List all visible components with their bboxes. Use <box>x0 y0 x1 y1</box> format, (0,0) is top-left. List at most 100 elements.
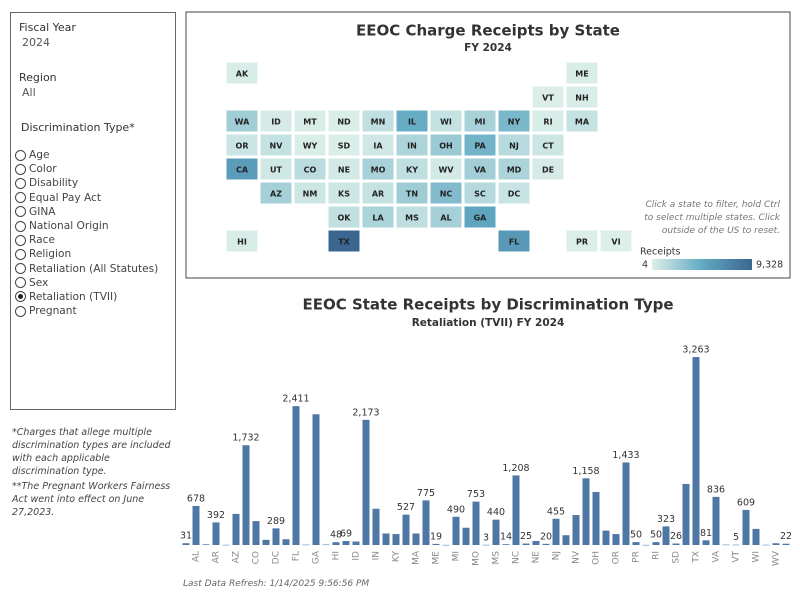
bar[interactable] <box>342 541 350 545</box>
map-state[interactable] <box>361 109 395 133</box>
map-state[interactable] <box>225 61 259 85</box>
map-state-label[interactable]: OH <box>439 142 453 151</box>
bar[interactable] <box>392 534 400 545</box>
map-state[interactable] <box>225 157 259 181</box>
map-state[interactable] <box>395 181 429 205</box>
map-state-label[interactable]: OR <box>236 142 249 151</box>
map-state-label[interactable]: WI <box>440 118 452 127</box>
bar[interactable] <box>682 483 690 545</box>
map-state[interactable] <box>293 157 327 181</box>
map-state-label[interactable]: NJ <box>509 142 519 151</box>
map-state-label[interactable]: PA <box>474 142 486 151</box>
map-state-label[interactable]: WV <box>438 166 454 175</box>
map-state[interactable] <box>565 109 599 133</box>
radio-option[interactable]: Equal Pay Act <box>15 191 167 205</box>
map-state[interactable] <box>327 157 361 181</box>
bar[interactable] <box>482 544 490 546</box>
map-state-label[interactable]: RI <box>543 118 552 127</box>
bar[interactable] <box>442 544 450 546</box>
map-state[interactable] <box>497 157 531 181</box>
radio-label[interactable]: Disability <box>29 177 79 190</box>
map-state[interactable] <box>565 61 599 85</box>
radio-option[interactable]: Sex <box>15 276 167 290</box>
bar[interactable] <box>182 543 190 545</box>
filter-value[interactable]: 2024 <box>22 36 50 49</box>
bar[interactable] <box>522 543 530 545</box>
map-state-label[interactable]: FL <box>509 238 520 247</box>
bar[interactable] <box>292 406 300 545</box>
radio-label[interactable]: Age <box>29 149 50 162</box>
map-state-label[interactable]: MS <box>405 214 419 223</box>
bar[interactable] <box>312 414 320 545</box>
map-state[interactable] <box>225 109 259 133</box>
bar[interactable] <box>282 539 290 545</box>
radio-label[interactable]: Sex <box>29 276 49 289</box>
bar[interactable] <box>272 528 280 545</box>
map-state-label[interactable]: GA <box>474 214 488 223</box>
radio-button[interactable] <box>15 220 26 232</box>
bar[interactable] <box>622 462 630 545</box>
map-state-label[interactable]: DE <box>542 166 554 175</box>
map-state-label[interactable]: MN <box>371 118 386 127</box>
map-state[interactable] <box>259 181 293 205</box>
map-state[interactable] <box>395 133 429 157</box>
bar[interactable] <box>592 492 600 545</box>
map-state-label[interactable]: NC <box>440 190 453 199</box>
bar[interactable] <box>212 522 220 545</box>
map-state-label[interactable]: ID <box>271 118 281 127</box>
bar[interactable] <box>462 527 470 545</box>
bar[interactable] <box>752 528 760 545</box>
bar[interactable] <box>542 543 550 545</box>
map-state-label[interactable]: MI <box>475 118 486 127</box>
map-state[interactable] <box>259 109 293 133</box>
bar[interactable] <box>242 445 250 545</box>
radio-option[interactable]: National Origin <box>15 219 167 233</box>
radio-button[interactable] <box>15 263 26 275</box>
radio-option[interactable]: Retaliation (All Statutes) <box>15 262 167 276</box>
map-state[interactable] <box>463 157 497 181</box>
map-state[interactable] <box>225 133 259 157</box>
map-state[interactable] <box>531 85 565 109</box>
map-state[interactable] <box>497 181 531 205</box>
filter-value[interactable]: All <box>22 86 36 99</box>
map-state[interactable] <box>565 229 599 253</box>
map-state[interactable] <box>361 181 395 205</box>
bar[interactable] <box>362 419 370 545</box>
map-state-label[interactable]: PR <box>576 238 588 247</box>
radio-button[interactable] <box>15 291 26 303</box>
map-state[interactable] <box>429 181 463 205</box>
bar[interactable] <box>712 496 720 545</box>
radio-option[interactable]: Color <box>15 162 167 176</box>
map-state[interactable] <box>463 109 497 133</box>
map-state-label[interactable]: DC <box>508 190 521 199</box>
map-state[interactable] <box>395 109 429 133</box>
radio-label[interactable]: GINA <box>29 205 56 218</box>
map-state[interactable] <box>463 181 497 205</box>
map-state[interactable] <box>327 133 361 157</box>
map-state[interactable] <box>463 133 497 157</box>
map-state-label[interactable]: AR <box>372 190 384 199</box>
bar[interactable] <box>692 357 700 545</box>
radio-label[interactable]: Color <box>29 163 57 176</box>
map-state-label[interactable]: MT <box>303 118 317 127</box>
bar[interactable] <box>262 539 270 545</box>
radio-label[interactable]: National Origin <box>29 220 109 233</box>
bar[interactable] <box>742 509 750 545</box>
radio-button[interactable] <box>15 305 26 317</box>
map-state-label[interactable]: IN <box>407 142 417 151</box>
map-state-label[interactable]: UT <box>270 166 282 175</box>
radio-button[interactable] <box>15 234 26 246</box>
bar[interactable] <box>472 501 480 545</box>
map-state[interactable] <box>463 205 497 229</box>
map-state[interactable] <box>327 205 361 229</box>
map-state[interactable] <box>531 109 565 133</box>
radio-button[interactable] <box>15 163 26 175</box>
map-state[interactable] <box>361 133 395 157</box>
map-state[interactable] <box>259 133 293 157</box>
bar[interactable] <box>492 519 500 545</box>
map-state-label[interactable]: MD <box>507 166 522 175</box>
map-state-label[interactable]: CA <box>236 166 249 175</box>
map-state[interactable] <box>293 109 327 133</box>
bar[interactable] <box>202 544 210 545</box>
bar[interactable] <box>412 533 420 545</box>
